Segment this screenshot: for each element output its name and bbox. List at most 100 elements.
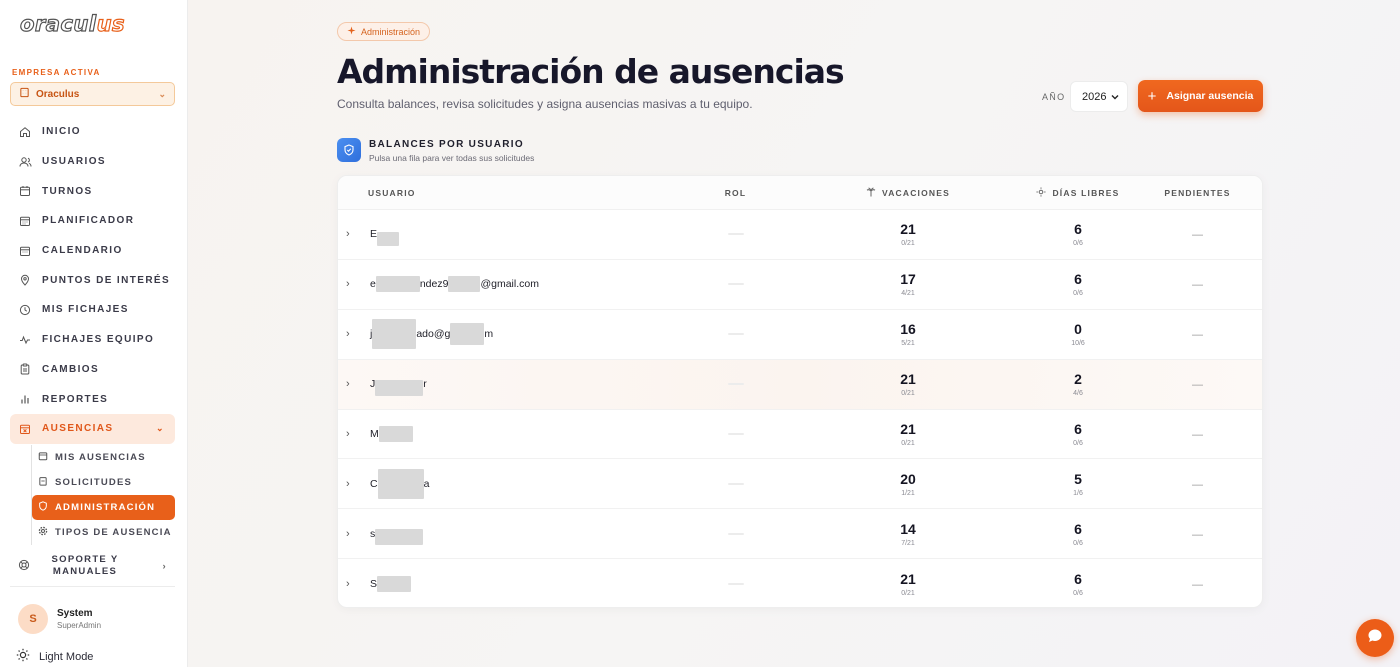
subnav-item-mis-ausencias[interactable]: MIS AUSENCIAS bbox=[32, 445, 175, 470]
redacted-block bbox=[377, 468, 424, 499]
column-header-label: VACACIONES bbox=[881, 187, 951, 198]
dias-libres-value: 6 bbox=[1074, 520, 1082, 537]
dias-libres-used: 1/6 bbox=[1073, 489, 1083, 497]
subnav-item-label: SOLICITUDES bbox=[55, 477, 133, 488]
chevron-down-icon: ⌄ bbox=[156, 423, 165, 434]
main-content: Administración Administración de ausenci… bbox=[188, 0, 1400, 667]
table-row[interactable]: › S 21 0/21 6 0/6 — bbox=[338, 559, 1262, 607]
calendar-grid-icon bbox=[18, 214, 32, 228]
column-header-user[interactable]: USUARIO bbox=[368, 187, 416, 198]
sidebar-item-puntos-de-interes[interactable]: PUNTOS DE INTERÉS bbox=[10, 265, 175, 295]
column-header-dias-libres[interactable]: DÍAS LIBRES bbox=[1023, 187, 1133, 199]
column-header-rol[interactable]: ROL bbox=[724, 187, 747, 198]
sidebar-item-label: PUNTOS DE INTERÉS bbox=[42, 274, 171, 286]
table-row[interactable]: › j ado@g m 16 5/21 0 10/6 — bbox=[338, 310, 1262, 360]
chevron-right-icon[interactable]: › bbox=[346, 578, 350, 591]
company-select-value: Oraculus bbox=[36, 88, 80, 100]
sidebar-item-fichajes-equipo[interactable]: FICHAJES EQUIPO bbox=[10, 325, 175, 355]
dias-libres-value: 6 bbox=[1074, 221, 1082, 238]
sun-icon bbox=[1036, 187, 1046, 199]
chevron-down-icon bbox=[1111, 91, 1119, 103]
pendientes-value: — bbox=[1192, 579, 1203, 592]
sidebar-item-planificador[interactable]: PLANIFICADOR bbox=[10, 206, 175, 236]
sidebar-item-inicio[interactable]: INICIO bbox=[10, 117, 175, 147]
chevron-right-icon: › bbox=[162, 560, 167, 572]
sidebar-item-ausencias[interactable]: AUSENCIAS ⌄ bbox=[10, 413, 175, 444]
sidebar-item-label: FICHAJES EQUIPO bbox=[42, 334, 155, 346]
rol-empty bbox=[727, 233, 744, 236]
chevron-right-icon[interactable]: › bbox=[346, 278, 350, 291]
bar-chart-icon bbox=[18, 392, 32, 406]
redacted-block bbox=[377, 232, 400, 247]
chevron-right-icon[interactable]: › bbox=[346, 477, 350, 490]
support-manuals-item[interactable]: SOPORTE Y MANUALES › bbox=[10, 552, 175, 580]
dias-libres-value: 6 bbox=[1074, 421, 1082, 437]
breadcrumb-badge: Administración bbox=[337, 22, 431, 41]
sidebar-item-label: AUSENCIAS bbox=[42, 423, 114, 435]
breadcrumb-label: Administración bbox=[361, 26, 421, 37]
year-select[interactable]: 2026 bbox=[1070, 81, 1128, 112]
home-icon bbox=[18, 125, 32, 139]
clipboard-icon bbox=[38, 476, 48, 489]
table-row[interactable]: › M 21 0/21 6 0/6 — bbox=[338, 410, 1262, 460]
gear-icon bbox=[38, 526, 48, 539]
table-row[interactable]: › e ndez9 @gmail.com 17 4/21 6 0/6 — bbox=[338, 260, 1262, 310]
chevron-right-icon[interactable]: › bbox=[346, 527, 350, 540]
table-row[interactable]: › E 21 0/21 6 0/6 — bbox=[338, 210, 1262, 260]
vacaciones-used: 0/21 bbox=[901, 240, 915, 248]
redacted-block bbox=[372, 319, 417, 350]
calendar-icon bbox=[38, 451, 48, 464]
vacaciones-value: 20 bbox=[900, 470, 916, 487]
column-header-vacaciones[interactable]: VACACIONES bbox=[793, 187, 1023, 199]
shield-check-icon bbox=[337, 138, 361, 162]
company-select[interactable]: Oraculus ⌄ bbox=[10, 82, 175, 106]
redacted-block bbox=[375, 276, 420, 293]
subnav-item-label: ADMINISTRACIÓN bbox=[55, 502, 156, 513]
chevron-right-icon[interactable]: › bbox=[346, 328, 350, 341]
rol-empty bbox=[727, 283, 744, 286]
rol-empty bbox=[727, 583, 744, 586]
calendar-icon bbox=[18, 244, 32, 258]
pendientes-value: — bbox=[1192, 528, 1203, 541]
company-label: EMPRESA ACTIVA bbox=[12, 68, 101, 77]
column-header-label: DÍAS LIBRES bbox=[1052, 187, 1120, 198]
dias-libres-value: 5 bbox=[1074, 470, 1082, 487]
user-profile[interactable]: S System SuperAdmin bbox=[18, 604, 101, 634]
dias-libres-used: 10/6 bbox=[1071, 340, 1085, 348]
pendientes-value: — bbox=[1192, 478, 1203, 491]
sidebar-item-label: PLANIFICADOR bbox=[42, 215, 135, 227]
chevron-right-icon[interactable]: › bbox=[346, 228, 350, 241]
subnav-item-solicitudes[interactable]: SOLICITUDES bbox=[32, 470, 175, 495]
vacaciones-value: 21 bbox=[900, 571, 916, 588]
vacaciones-used: 4/21 bbox=[901, 290, 915, 298]
subnav-item-administracion[interactable]: ADMINISTRACIÓN bbox=[32, 495, 175, 520]
chevron-right-icon[interactable]: › bbox=[346, 428, 350, 440]
chevron-right-icon[interactable]: › bbox=[346, 378, 350, 391]
sidebar-item-label: INICIO bbox=[42, 126, 81, 138]
sidebar-item-mis-fichajes[interactable]: MIS FICHAJES bbox=[10, 295, 175, 325]
pendientes-value: — bbox=[1192, 279, 1203, 292]
redacted-block bbox=[375, 380, 424, 397]
sidebar-item-label: MIS FICHAJES bbox=[42, 304, 129, 316]
sidebar-item-turnos[interactable]: TURNOS bbox=[10, 176, 175, 206]
vacaciones-value: 17 bbox=[900, 271, 916, 288]
activity-icon bbox=[18, 333, 32, 347]
sidebar-item-cambios[interactable]: CAMBIOS bbox=[10, 355, 175, 385]
section-title: BALANCES POR USUARIO bbox=[369, 139, 524, 150]
sidebar-item-reportes[interactable]: REPORTES bbox=[10, 384, 175, 414]
sidebar-item-calendario[interactable]: CALENDARIO bbox=[10, 236, 175, 266]
dias-libres-used: 0/6 bbox=[1073, 440, 1083, 447]
sidebar-item-usuarios[interactable]: USUARIOS bbox=[10, 147, 175, 177]
column-header-pendientes[interactable]: PENDIENTES bbox=[1164, 187, 1231, 198]
table-row[interactable]: › s 14 7/21 6 0/6 — bbox=[338, 509, 1262, 560]
chat-button[interactable] bbox=[1356, 619, 1394, 657]
user-cell: j ado@g m bbox=[370, 319, 493, 350]
assign-absence-button[interactable]: + Asignar ausencia bbox=[1138, 80, 1263, 112]
subnav-item-tipos-de-ausencia[interactable]: TIPOS DE AUSENCIA bbox=[32, 520, 175, 545]
theme-toggle[interactable]: Light Mode bbox=[16, 648, 93, 665]
vacaciones-used: 0/21 bbox=[901, 440, 915, 447]
app-logo[interactable]: oraculus bbox=[19, 11, 126, 36]
